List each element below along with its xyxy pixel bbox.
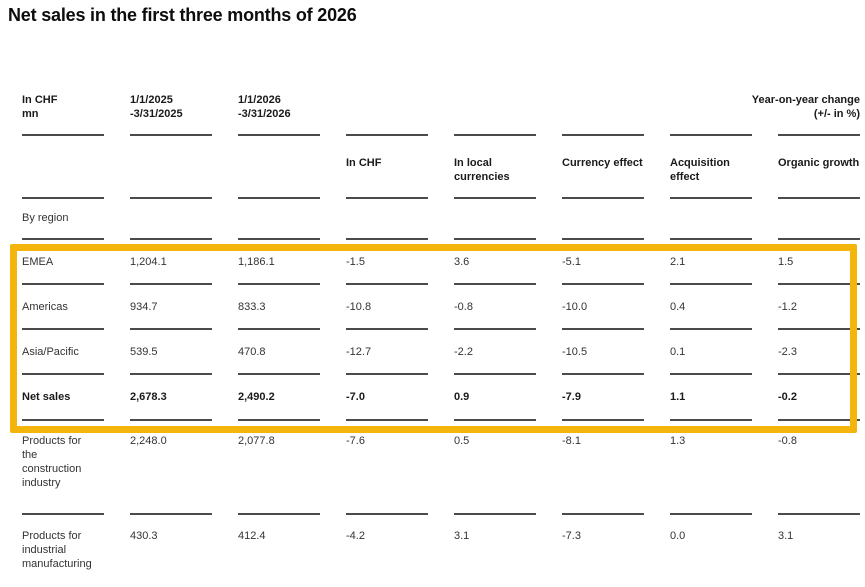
- cell-value: 3.1: [778, 530, 794, 542]
- row-label-text: Products for industrial manufacturing: [22, 530, 92, 570]
- cell-value: 1.3: [670, 421, 752, 515]
- cell-value: -2.2: [454, 330, 536, 375]
- cell-value: 0.4: [670, 285, 752, 330]
- table-row-americas: Americas 934.7 833.3 -10.8 -0.8 -10.0 0.…: [22, 285, 860, 330]
- cell-value: -1.5: [346, 240, 428, 285]
- cell-value: -12.7: [346, 330, 428, 375]
- cell-value: -2.3: [778, 330, 860, 375]
- cell-value: -5.1: [562, 240, 644, 285]
- row-label: Products for industrial manufacturing: [22, 515, 104, 587]
- header-spacer-cell: [454, 88, 536, 136]
- cell-value: 3.1: [454, 530, 470, 542]
- cell-value: 833.3: [238, 285, 320, 330]
- cell-value: 0.0: [670, 530, 686, 542]
- cell-value: -7.9: [562, 375, 644, 421]
- cell-value: 0.1: [670, 330, 752, 375]
- section-spacer-cell: [238, 199, 320, 240]
- cell-value: 3.6: [454, 240, 536, 285]
- row-label-text: Americas: [22, 301, 68, 313]
- cell-value: 1.5: [778, 240, 860, 285]
- header-spacer-cell: [346, 88, 428, 136]
- period-2025-line2: -3/31/2025: [130, 108, 183, 120]
- row-label-text: Products for the construction industry: [22, 435, 82, 489]
- table-row-emea: EMEA 1,204.1 1,186.1 -1.5 3.6 -5.1 2.1 1…: [22, 240, 860, 285]
- row-label: Americas: [22, 285, 104, 330]
- cell-value: -10.8: [346, 285, 428, 330]
- section-label-by-region: By region: [22, 199, 104, 240]
- cell-value: 0.9: [454, 375, 536, 421]
- cell-value: -1.2: [778, 285, 860, 330]
- table-row-asia-pacific: Asia/Pacific 539.5 470.8 -12.7 -2.2 -10.…: [22, 330, 860, 375]
- section-spacer-cell: [562, 199, 644, 240]
- cell-value: -7.3: [562, 530, 581, 542]
- table-row-net-sales: Net sales 2,678.3 2,490.2 -7.0 0.9 -7.9 …: [22, 375, 860, 421]
- cell-value: -4.2: [346, 530, 365, 542]
- header-spacer-cell: [562, 88, 644, 136]
- cell-value: 1,186.1: [238, 240, 320, 285]
- cell-value: -7.6: [346, 421, 428, 515]
- period-2025-line1: 1/1/2025: [130, 94, 173, 106]
- cell-value: 1.1: [670, 375, 752, 421]
- row-label: Asia/Pacific: [22, 330, 104, 375]
- cell-value: 2,490.2: [238, 375, 320, 421]
- section-spacer-cell: [454, 199, 536, 240]
- cell-value: -10.5: [562, 330, 644, 375]
- cell-value: 430.3: [130, 530, 158, 542]
- cell-value: -0.8: [454, 285, 536, 330]
- row-label-text: EMEA: [22, 256, 54, 268]
- yoy-change-header-cell: Year-on-year change (+/- in %): [752, 88, 860, 136]
- table-header-row-measures: In CHF In local currencies Currency effe…: [22, 136, 860, 199]
- cell-value: 539.5: [130, 330, 212, 375]
- row-label: Net sales: [22, 375, 104, 421]
- header-spacer-cell: [238, 136, 320, 199]
- cell-value: 0.5: [454, 421, 536, 515]
- table-section-row: By region: [22, 199, 860, 240]
- cell-value: 470.8: [238, 330, 320, 375]
- cell-value: 2,077.8: [238, 421, 320, 515]
- unit-header-line2: mn: [22, 108, 39, 120]
- net-sales-table: In CHF mn 1/1/2025 -3/31/2025 1/1/2026 -…: [22, 88, 860, 587]
- header-spacer-cell: [670, 88, 752, 136]
- yoy-header-line1: Year-on-year change: [751, 94, 860, 106]
- section-spacer-cell: [670, 199, 752, 240]
- unit-header: In CHF mn: [22, 88, 104, 136]
- cell-value: 2.1: [670, 240, 752, 285]
- table-row-products-construction: Products for the construction industry 2…: [22, 421, 860, 515]
- header-spacer-cell: [130, 136, 212, 199]
- table-header-row-periods: In CHF mn 1/1/2025 -3/31/2025 1/1/2026 -…: [22, 88, 860, 136]
- subheader-in-chf: In CHF: [346, 136, 428, 199]
- cell-value: -10.0: [562, 285, 644, 330]
- cell-value: 2,678.3: [130, 375, 212, 421]
- period-header-2025: 1/1/2025 -3/31/2025: [130, 88, 212, 136]
- cell-value: 2,248.0: [130, 421, 212, 515]
- yoy-header-line2: (+/- in %): [813, 108, 860, 120]
- cell-value: 412.4: [238, 530, 266, 542]
- section-spacer-cell: [130, 199, 212, 240]
- section-spacer-cell: [346, 199, 428, 240]
- row-label: EMEA: [22, 240, 104, 285]
- page-title: Net sales in the first three months of 2…: [8, 5, 357, 25]
- cell-value: -8.1: [562, 421, 644, 515]
- row-label-text: Net sales: [22, 391, 71, 403]
- subheader-local-currencies: In local currencies: [454, 136, 536, 199]
- period-2026-line1: 1/1/2026: [238, 94, 281, 106]
- subheader-organic-growth: Organic growth: [778, 136, 860, 199]
- table-row-products-industrial: Products for industrial manufacturing 43…: [22, 515, 860, 587]
- period-header-2026: 1/1/2026 -3/31/2026: [238, 88, 320, 136]
- period-2026-line2: -3/31/2026: [238, 108, 291, 120]
- cell-value: 1,204.1: [130, 240, 212, 285]
- cell-value: -7.0: [346, 375, 428, 421]
- subheader-acquisition-effect: Acquisition effect: [670, 136, 752, 199]
- cell-value: 934.7: [130, 285, 212, 330]
- section-spacer-cell: [778, 199, 860, 240]
- yoy-change-header: Year-on-year change (+/- in %): [650, 93, 860, 121]
- cell-value: -0.2: [778, 375, 860, 421]
- row-label: Products for the construction industry: [22, 421, 104, 515]
- cell-value: -0.8: [778, 421, 860, 515]
- row-label-text: Asia/Pacific: [22, 346, 79, 358]
- header-spacer-cell: [22, 136, 104, 199]
- subheader-currency-effect: Currency effect: [562, 136, 644, 199]
- unit-header-line1: In CHF: [22, 94, 58, 106]
